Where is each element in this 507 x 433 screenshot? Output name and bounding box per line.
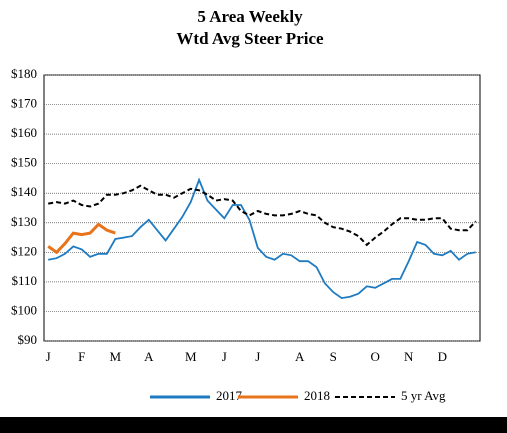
- legend-label: 2018: [304, 388, 330, 403]
- bottom-bar: [0, 417, 507, 433]
- x-tick-label: N: [404, 349, 414, 364]
- x-tick-label: J: [46, 349, 51, 364]
- x-tick-label: J: [222, 349, 227, 364]
- x-tick-label: M: [185, 349, 197, 364]
- y-tick-label: $180: [11, 66, 37, 81]
- y-tick-label: $110: [11, 273, 37, 288]
- x-tick-label: S: [330, 349, 337, 364]
- x-tick-label: M: [109, 349, 121, 364]
- legend-label: 2017: [216, 388, 243, 403]
- plot-frame: [43, 74, 481, 342]
- x-tick-label: F: [78, 349, 85, 364]
- y-tick-label: $160: [11, 125, 37, 140]
- series-line: [47, 222, 116, 255]
- legend-label: 5 yr Avg: [401, 388, 446, 403]
- x-tick-label: J: [255, 349, 260, 364]
- x-tick-label: A: [295, 349, 305, 364]
- y-tick-label: $140: [11, 184, 37, 199]
- x-tick-label: D: [438, 349, 447, 364]
- chart-title: 5 Area Weekly: [197, 7, 303, 26]
- x-tick-label: O: [370, 349, 379, 364]
- chart-title: Wtd Avg Steer Price: [176, 29, 324, 48]
- y-tick-label: $130: [11, 214, 37, 229]
- y-tick-label: $120: [11, 243, 37, 258]
- series-line: [48, 184, 477, 247]
- y-tick-label: $170: [11, 96, 37, 111]
- series-line: [48, 177, 476, 300]
- x-tick-label: A: [144, 349, 154, 364]
- y-tick-label: $150: [11, 155, 37, 170]
- y-tick-label: $90: [18, 332, 38, 347]
- y-tick-label: $100: [11, 302, 37, 317]
